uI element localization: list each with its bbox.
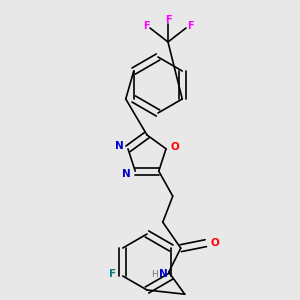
Text: O: O [210, 238, 219, 248]
Text: F: F [165, 15, 171, 25]
Text: H: H [152, 270, 158, 279]
Text: F: F [187, 21, 193, 31]
Text: O: O [171, 142, 179, 152]
Text: N: N [122, 169, 130, 179]
Text: F: F [109, 269, 116, 279]
Text: N: N [159, 269, 168, 279]
Text: F: F [143, 21, 149, 31]
Text: N: N [115, 141, 123, 151]
